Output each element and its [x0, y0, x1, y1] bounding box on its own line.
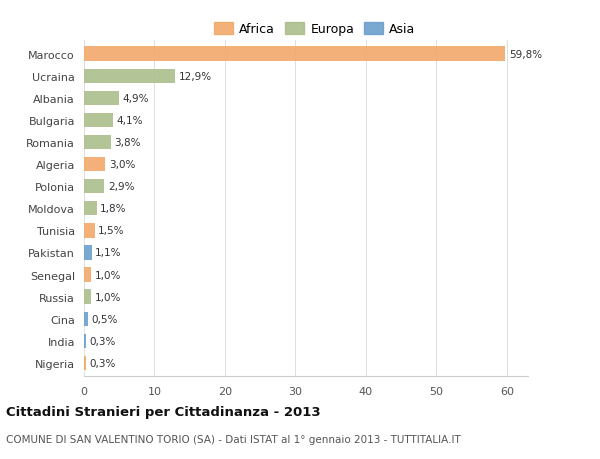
Text: Cittadini Stranieri per Cittadinanza - 2013: Cittadini Stranieri per Cittadinanza - 2… — [6, 405, 320, 419]
Text: 3,0%: 3,0% — [109, 160, 135, 170]
Bar — [84, 47, 505, 62]
Bar — [84, 246, 92, 260]
Text: 1,0%: 1,0% — [95, 292, 121, 302]
Text: 1,0%: 1,0% — [95, 270, 121, 280]
Bar — [84, 113, 113, 128]
Text: 4,9%: 4,9% — [122, 94, 149, 104]
Bar — [84, 268, 91, 282]
Bar — [84, 202, 97, 216]
Text: 1,8%: 1,8% — [100, 204, 127, 214]
Text: 0,3%: 0,3% — [89, 336, 116, 346]
Bar — [84, 312, 88, 326]
Bar — [84, 334, 86, 348]
Bar — [84, 91, 119, 106]
Bar — [84, 290, 91, 304]
Text: COMUNE DI SAN VALENTINO TORIO (SA) - Dati ISTAT al 1° gennaio 2013 - TUTTITALIA.: COMUNE DI SAN VALENTINO TORIO (SA) - Dat… — [6, 434, 461, 443]
Text: 0,3%: 0,3% — [89, 358, 116, 368]
Bar — [84, 179, 104, 194]
Bar — [84, 356, 86, 370]
Bar — [84, 69, 175, 84]
Text: 0,5%: 0,5% — [91, 314, 118, 324]
Legend: Africa, Europa, Asia: Africa, Europa, Asia — [212, 21, 418, 39]
Text: 12,9%: 12,9% — [178, 72, 212, 82]
Text: 1,1%: 1,1% — [95, 248, 122, 258]
Text: 59,8%: 59,8% — [509, 50, 542, 60]
Bar — [84, 157, 105, 172]
Bar — [84, 224, 95, 238]
Text: 4,1%: 4,1% — [116, 116, 143, 126]
Bar — [84, 135, 111, 150]
Text: 3,8%: 3,8% — [115, 138, 141, 148]
Text: 2,9%: 2,9% — [108, 182, 134, 192]
Text: 1,5%: 1,5% — [98, 226, 125, 236]
